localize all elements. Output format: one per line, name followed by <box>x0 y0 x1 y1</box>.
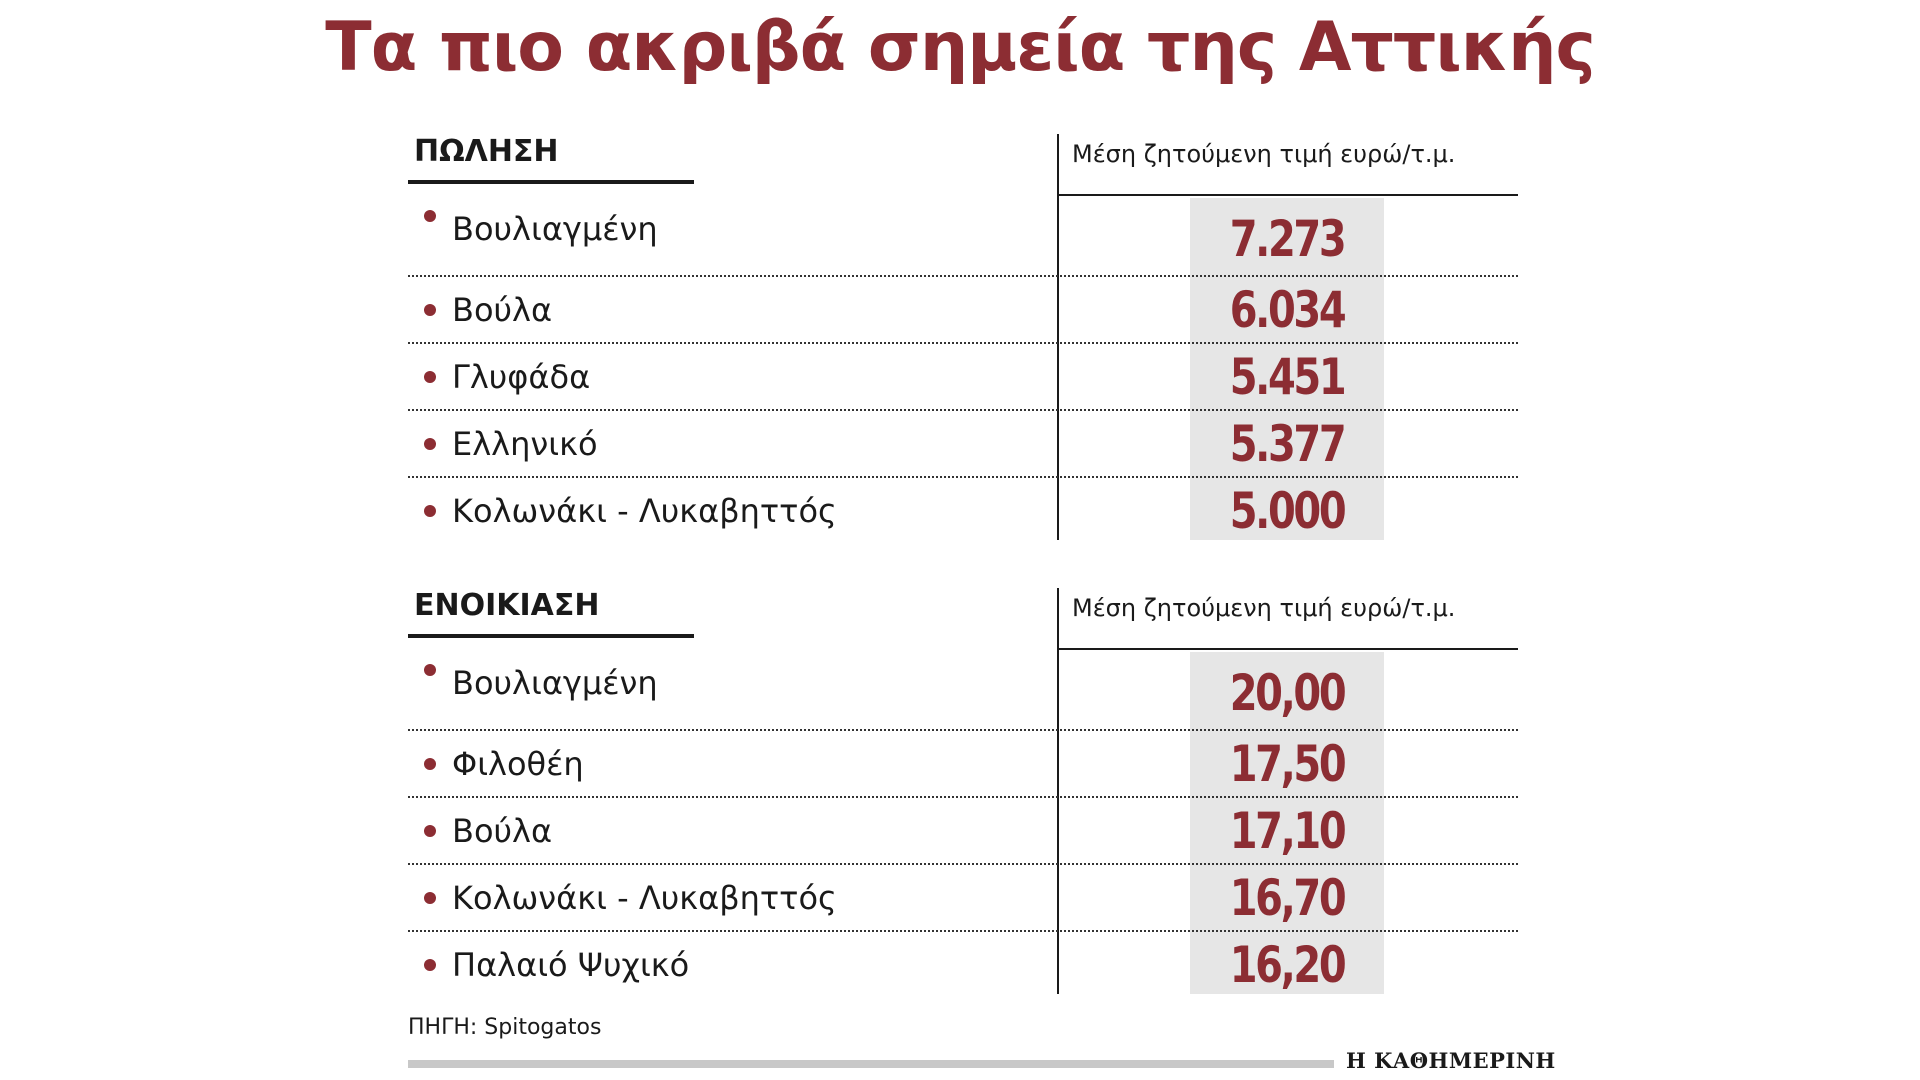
column-header: Μέση ζητούμενη τιμή ευρώ/τ.μ. <box>1072 594 1456 622</box>
bullet-icon <box>424 758 436 770</box>
list-item: Βούλα 6.034 <box>408 275 1518 342</box>
list-item: Ελληνικό 5.377 <box>408 409 1518 476</box>
list-item: Βουλιαγμένη 20,00 <box>408 652 1518 729</box>
place-name: Βούλα <box>452 291 553 329</box>
bullet-icon <box>424 210 436 222</box>
price-value: 20,00 <box>1229 664 1347 722</box>
bullet-icon <box>424 304 436 316</box>
place-name: Φιλοθέη <box>452 745 584 783</box>
price-value: 5.000 <box>1229 482 1347 540</box>
column-header: Μέση ζητούμενη τιμή ευρώ/τ.μ. <box>1072 140 1456 168</box>
value-column-background <box>1190 652 1384 994</box>
footer-bar <box>408 1060 1334 1068</box>
price-value: 7.273 <box>1229 210 1347 268</box>
list-item: Βούλα 17,10 <box>408 796 1518 863</box>
list-item: Κολωνάκι - Λυκαβηττός 16,70 <box>408 863 1518 930</box>
bullet-icon <box>424 664 436 676</box>
source-credit: ΠΗΓΗ: Spitogatos <box>408 1015 602 1040</box>
place-name: Παλαιό Ψυχικό <box>452 946 690 984</box>
place-name: Βουλιαγμένη <box>452 210 658 248</box>
bullet-icon <box>424 959 436 971</box>
column-divider <box>1057 588 1059 994</box>
list-item: Φιλοθέη 17,50 <box>408 729 1518 796</box>
header-rule <box>1058 648 1518 650</box>
price-value: 5.377 <box>1229 415 1347 473</box>
place-name: Γλυφάδα <box>452 358 591 396</box>
value-column-background <box>1190 198 1384 540</box>
bullet-icon <box>424 505 436 517</box>
price-list: Βουλιαγμένη 20,00 Φιλοθέη 17,50 Βούλα 17… <box>408 652 1518 997</box>
price-value: 16,20 <box>1229 936 1347 994</box>
list-item: Γλυφάδα 5.451 <box>408 342 1518 409</box>
place-name: Βούλα <box>452 812 553 850</box>
header-rule <box>1058 194 1518 196</box>
bullet-icon <box>424 825 436 837</box>
heading-rule <box>408 634 694 638</box>
bullet-icon <box>424 438 436 450</box>
list-item: Παλαιό Ψυχικό 16,20 <box>408 930 1518 997</box>
price-list: Βουλιαγμένη 7.273 Βούλα 6.034 Γλυφάδα 5.… <box>408 198 1518 543</box>
price-value: 17,50 <box>1229 735 1347 793</box>
list-item: Βουλιαγμένη 7.273 <box>408 198 1518 275</box>
section-heading: ΠΩΛΗΣΗ <box>414 134 559 169</box>
price-value: 17,10 <box>1229 802 1347 860</box>
place-name: Ελληνικό <box>452 425 598 463</box>
place-name: Βουλιαγμένη <box>452 664 658 702</box>
price-value: 6.034 <box>1229 281 1347 339</box>
bullet-icon <box>424 371 436 383</box>
section-heading: ΕΝΟΙΚΙΑΣΗ <box>414 588 600 623</box>
column-divider <box>1057 134 1059 540</box>
bullet-icon <box>424 892 436 904</box>
place-name: Κολωνάκι - Λυκαβηττός <box>452 492 837 530</box>
price-value: 5.451 <box>1229 348 1347 406</box>
price-value: 16,70 <box>1229 869 1347 927</box>
place-name: Κολωνάκι - Λυκαβηττός <box>452 879 837 917</box>
page-title: Τα πιο ακριβά σημεία της Αττικής <box>325 8 1596 87</box>
publisher-logo: Η ΚΑΘΗΜΕΡΙΝΗ <box>1346 1048 1556 1073</box>
list-item: Κολωνάκι - Λυκαβηττός 5.000 <box>408 476 1518 543</box>
heading-rule <box>408 180 694 184</box>
